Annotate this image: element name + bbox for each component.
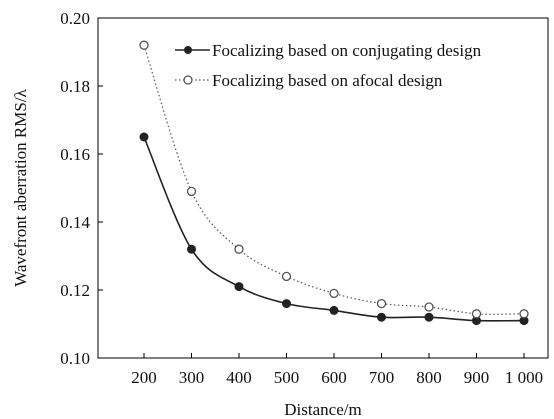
y-tick-label: 0.12 <box>60 281 90 300</box>
data-point <box>329 305 339 315</box>
y-axis-title: Wavefront aberration RMS/λ <box>11 88 30 286</box>
x-tick-label: 700 <box>369 368 395 387</box>
x-tick-label: 200 <box>131 368 157 387</box>
legend-label: Focalizing based on conjugating design <box>212 41 482 60</box>
x-tick-label: 800 <box>416 368 442 387</box>
data-point <box>234 282 244 292</box>
x-axis-title: Distance/m <box>284 400 361 419</box>
series-layer <box>139 40 529 326</box>
legend-label: Focalizing based on afocal design <box>212 71 443 90</box>
data-point <box>471 309 482 319</box>
x-tick-label: 300 <box>179 368 205 387</box>
y-tick-label: 0.20 <box>60 9 90 28</box>
y-tick-label: 0.10 <box>60 349 90 368</box>
data-point <box>424 312 434 322</box>
data-point <box>519 309 529 319</box>
x-tick-label: 1 000 <box>505 368 543 387</box>
data-point <box>282 299 291 309</box>
legend-item-2: Focalizing based on afocal design <box>175 71 443 90</box>
data-point <box>234 244 244 254</box>
legend-item-1: Focalizing based on conjugating design <box>175 41 482 60</box>
data-point <box>139 40 149 50</box>
x-axis: 200 300 400 500 600 700 800 900 1 000 <box>131 353 543 387</box>
data-point <box>186 186 197 197</box>
y-axis: 0.10 0.12 0.14 0.16 0.18 0.20 <box>60 9 103 368</box>
data-point <box>187 244 196 254</box>
data-point <box>377 312 386 322</box>
x-tick-label: 600 <box>321 368 347 387</box>
y-tick-label: 0.14 <box>60 213 90 232</box>
series-1 <box>139 132 529 326</box>
x-tick-label: 400 <box>226 368 252 387</box>
legend-marker <box>184 46 192 54</box>
data-point <box>424 302 434 312</box>
y-tick-label: 0.18 <box>60 77 90 96</box>
data-point <box>376 298 387 309</box>
data-point <box>139 132 149 142</box>
data-point <box>329 288 339 299</box>
y-tick-label: 0.16 <box>60 145 90 164</box>
x-tick-label: 900 <box>464 368 490 387</box>
legend: Focalizing based on conjugating design Fo… <box>175 41 482 90</box>
plot-frame <box>97 17 549 359</box>
legend-marker <box>183 75 193 85</box>
data-point <box>281 271 292 282</box>
series-2 <box>139 40 529 319</box>
x-tick-label: 500 <box>274 368 300 387</box>
